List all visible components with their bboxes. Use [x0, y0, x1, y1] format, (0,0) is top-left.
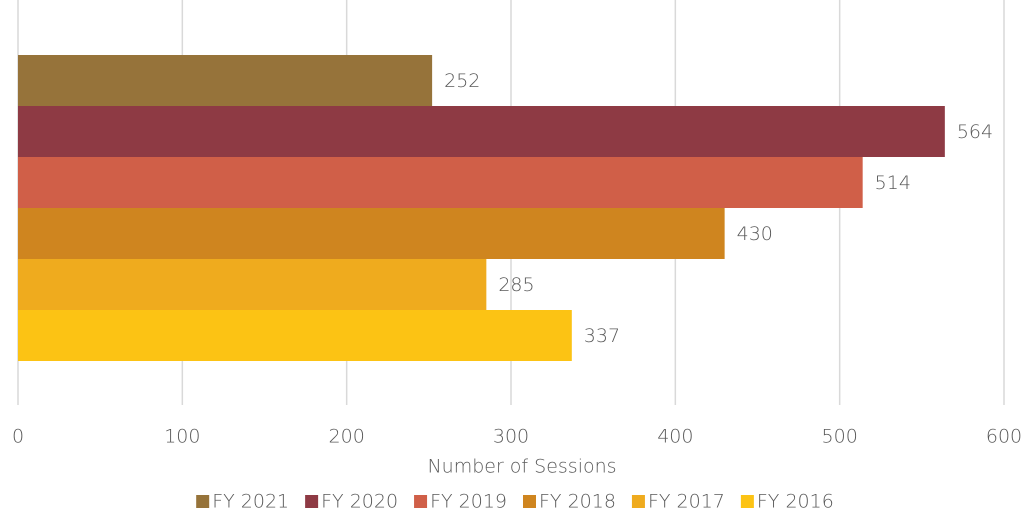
legend-swatch [196, 495, 210, 508]
bar [18, 259, 487, 310]
data-label: 285 [498, 274, 534, 296]
legend-label: FY 2016 [757, 491, 834, 513]
bar [18, 106, 945, 157]
legend-swatch [523, 495, 536, 508]
legend-swatch [740, 495, 754, 508]
legend-label: FY 2018 [539, 491, 616, 513]
bar [18, 55, 433, 106]
legend-label: FY 2019 [430, 491, 507, 513]
legend-swatch [631, 495, 645, 508]
bar [18, 208, 725, 259]
x-axis-title: Number of Sessions [427, 456, 616, 478]
data-label: 564 [957, 121, 993, 143]
data-label: 514 [875, 172, 911, 194]
bar [18, 310, 572, 361]
x-tick-label: 200 [329, 426, 365, 448]
x-tick-label: 300 [493, 426, 529, 448]
data-label: 430 [737, 223, 773, 245]
x-tick-label: 500 [822, 426, 858, 448]
x-tick-label: 400 [657, 426, 693, 448]
x-tick-label: 100 [164, 426, 200, 448]
legend-label: FY 2017 [648, 491, 725, 513]
legend-swatch [414, 495, 428, 508]
data-label: 337 [584, 325, 620, 347]
legend-label: FY 2020 [321, 491, 398, 513]
bar [18, 157, 863, 208]
data-label: 252 [444, 70, 480, 92]
x-tick-label: 600 [986, 426, 1022, 448]
legend-swatch [305, 495, 319, 508]
x-tick-label: 0 [12, 426, 24, 448]
legend-label: FY 2021 [212, 491, 289, 513]
